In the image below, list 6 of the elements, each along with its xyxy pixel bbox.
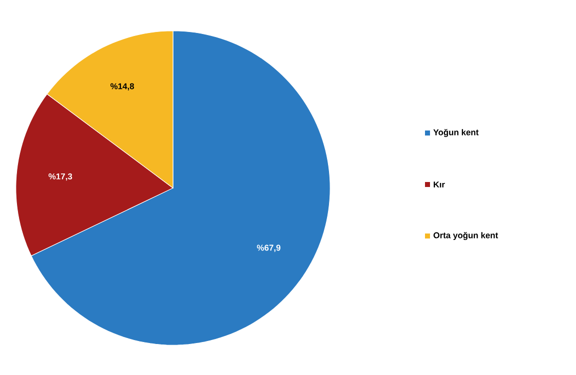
legend-label: Kır: [434, 182, 445, 188]
data-label: %17,3: [48, 173, 72, 181]
legend-label: Yoğun kent: [433, 128, 479, 138]
legend-label: Orta yoğun kent: [434, 232, 498, 240]
data-label: %67,9: [256, 244, 280, 252]
data-label: %14,8: [110, 83, 134, 90]
